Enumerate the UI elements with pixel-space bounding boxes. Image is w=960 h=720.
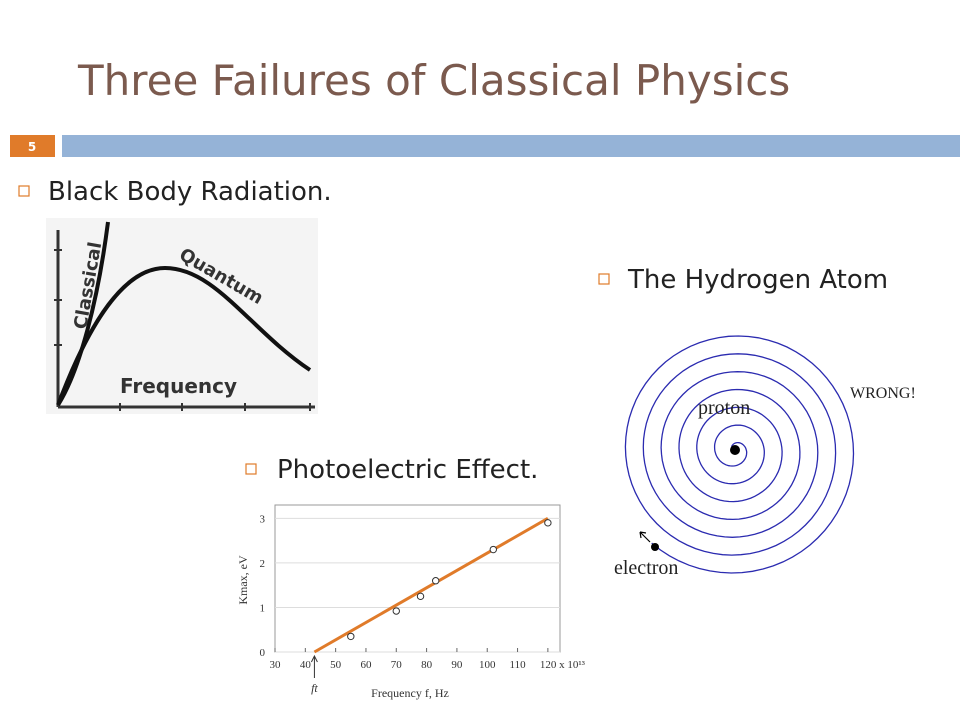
slide-number: 5 xyxy=(28,140,36,154)
number-box xyxy=(10,135,55,157)
x-tick-label: 40 xyxy=(300,659,312,671)
x-tick-label: 70 xyxy=(391,659,403,671)
data-point xyxy=(544,519,552,527)
y-tick-label: 0 xyxy=(260,647,266,659)
proton-dot xyxy=(730,445,740,455)
bullet: The Hydrogen Atom xyxy=(627,265,888,295)
x-tick-label: 90 xyxy=(451,659,463,671)
y-axis-label: Kmax, eV xyxy=(236,555,250,605)
x-tick-label: 30 xyxy=(270,659,282,671)
y-tick-label: 1 xyxy=(260,602,266,614)
spiral xyxy=(624,335,855,574)
label: electron xyxy=(614,557,678,579)
classical-curve xyxy=(56,221,110,407)
bullet-icon xyxy=(598,273,610,285)
quantum-curve xyxy=(56,265,312,406)
bullet: Photoelectric Effect. xyxy=(277,455,538,485)
electron-dot xyxy=(651,543,659,551)
threshold-label: ft xyxy=(311,681,318,695)
fit-line xyxy=(313,517,549,654)
x-axis-label: Frequency f, Hz xyxy=(371,686,449,700)
hydrogen-figure: proton WRONG! electron xyxy=(614,335,916,579)
header-bar xyxy=(62,135,960,157)
data-point xyxy=(431,577,440,585)
x-tick-label: 80 xyxy=(421,659,433,671)
y-tick-label: 3 xyxy=(260,513,266,525)
x-tick-label: 50 xyxy=(330,659,342,671)
bullet-icon xyxy=(18,185,30,197)
photoelectric-figure: Kmax, eV Frequency f, Hz 0 1 2 3 30 40 50 60 70 8… xyxy=(236,504,586,700)
electron-arrow xyxy=(639,531,651,543)
x-tick-label: 60 xyxy=(360,659,372,671)
bullet-icon xyxy=(245,463,257,475)
slide-title: Three Failures of Classical Physics xyxy=(77,56,790,105)
data-point xyxy=(416,592,425,601)
label: WRONG! xyxy=(850,385,916,402)
x-tick-label: 110 xyxy=(510,659,527,671)
x-tick-label: 120 x 10¹³ xyxy=(540,659,586,671)
threshold-arrow xyxy=(310,654,318,678)
x-tick-label: 100 xyxy=(479,659,496,671)
black-body-figure: Classical Quantum Frequency xyxy=(46,218,318,414)
data-point xyxy=(347,632,355,641)
bullet: Black Body Radiation. xyxy=(48,177,332,207)
data-point xyxy=(489,545,497,554)
data-point xyxy=(392,607,400,615)
y-tick-label: 2 xyxy=(260,558,266,570)
axis-ticks xyxy=(54,249,311,411)
label: proton xyxy=(698,397,750,419)
axis-label: Frequency xyxy=(120,374,237,398)
